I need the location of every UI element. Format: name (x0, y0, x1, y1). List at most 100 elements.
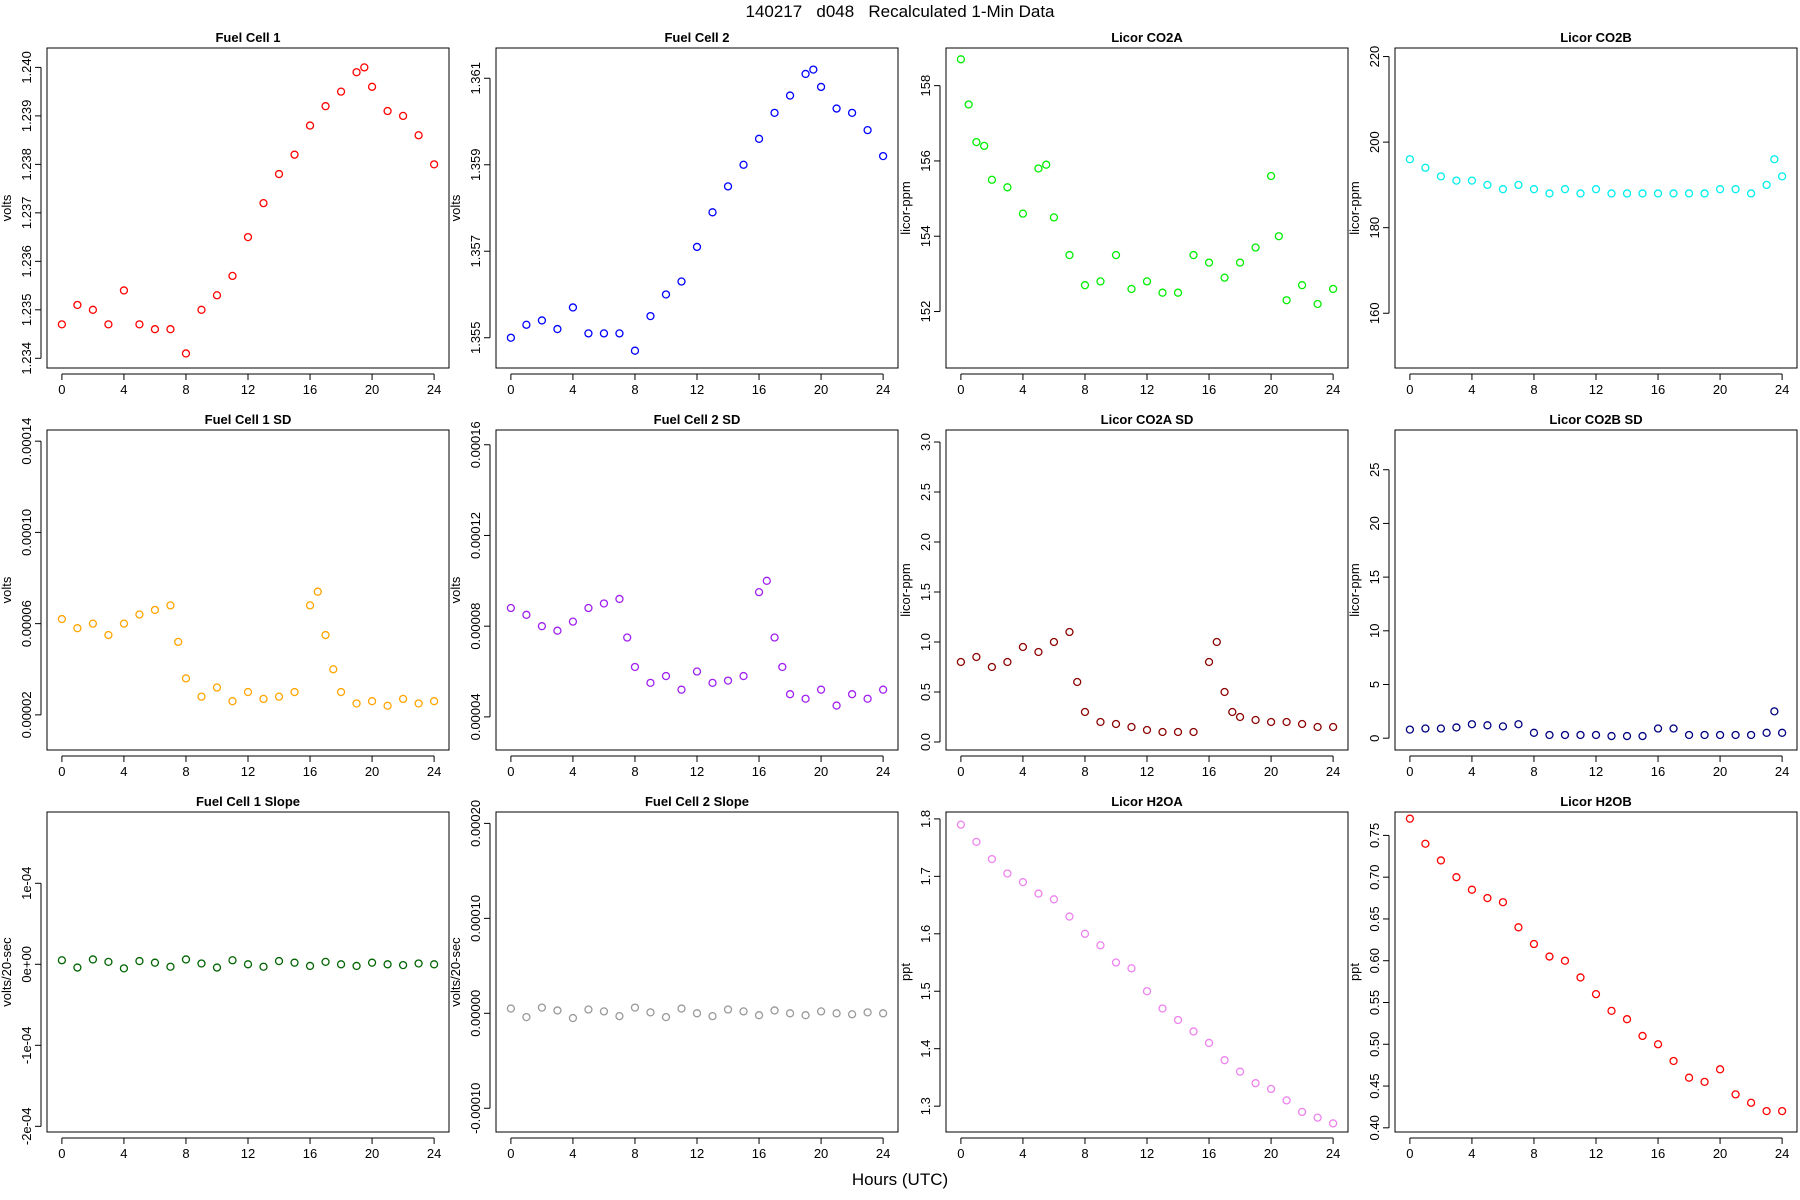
data-point (708, 1012, 717, 1021)
x-tick-label: 24 (427, 382, 441, 397)
data-point (506, 603, 516, 613)
data-point (259, 199, 268, 208)
data-point (150, 325, 160, 334)
y-tick-label: 1e-04 (19, 867, 34, 900)
data-point (972, 137, 981, 147)
data-point (1073, 677, 1082, 687)
x-tick-label: 24 (427, 1146, 441, 1161)
data-point (568, 617, 578, 626)
y-tick-label: 1.240 (19, 51, 34, 84)
y-tick-label: 1.5 (918, 583, 933, 601)
x-tick-label: 4 (569, 764, 576, 779)
data-point (1003, 183, 1012, 192)
y-tick-label: 1.238 (19, 148, 34, 181)
y-tick-label: 5 (1367, 681, 1382, 688)
x-tick-label: 20 (365, 764, 379, 779)
y-tick-label: 2.0 (918, 533, 933, 551)
y-tick-label: 0 (1367, 735, 1382, 742)
data-point (1560, 185, 1570, 194)
y-axis-label: volts/20-sec (0, 937, 14, 1007)
plot-frame (945, 47, 1349, 369)
data-point (1514, 180, 1523, 190)
data-point (816, 82, 826, 92)
plot-frame (1394, 811, 1798, 1133)
y-tick-label: 0.60 (1367, 948, 1382, 973)
panel-title: Fuel Cell 2 Slope (645, 794, 749, 809)
y-axis-label: licor-ppm (898, 563, 913, 616)
data-point (1328, 1119, 1338, 1128)
data-point (367, 697, 377, 706)
data-point (1529, 939, 1539, 949)
data-point (1018, 877, 1028, 887)
data-point (1003, 657, 1012, 667)
x-tick-label: 12 (690, 382, 704, 397)
data-point (1669, 189, 1678, 198)
data-point (1111, 958, 1121, 967)
data-point (956, 55, 966, 64)
x-tick-label: 12 (1140, 764, 1154, 779)
data-point (987, 854, 997, 864)
data-point (429, 697, 439, 706)
x-tick-label: 20 (1713, 1146, 1727, 1161)
data-point (972, 837, 981, 847)
data-point (1096, 277, 1105, 286)
panel: Licor CO2B SD 0 4 8 12 16 20 24 0 5 10 15 20 25 licor-… (1347, 412, 1798, 779)
data-point (1142, 987, 1152, 996)
data-point (723, 676, 733, 685)
data-point (321, 957, 330, 967)
y-tick-label: 0.00010 (468, 895, 483, 942)
data-point (1034, 647, 1043, 657)
panel: Fuel Cell 1 Slope 0 4 8 12 16 20 24 -2e-04 -1e-04… (0, 794, 450, 1161)
data-point (1049, 637, 1059, 647)
data-point (174, 637, 183, 647)
data-point (692, 242, 702, 252)
data-point (1282, 717, 1291, 727)
y-tick-label: 160 (1367, 302, 1382, 324)
data-point (212, 963, 222, 972)
y-tick-label: 0.65 (1367, 906, 1382, 931)
data-point (1297, 1107, 1307, 1117)
data-point (1204, 657, 1214, 667)
data-point (336, 960, 346, 969)
data-point (243, 960, 253, 969)
panel-title: Licor CO2B (1560, 30, 1632, 45)
plot-frame (945, 811, 1349, 1133)
data-point (1746, 1098, 1756, 1107)
data-point (290, 958, 299, 967)
y-axis-label: ppt (1347, 963, 1362, 981)
data-point (1266, 1084, 1276, 1094)
data-point (754, 1011, 764, 1020)
data-point (770, 1006, 779, 1015)
data-point (1251, 1079, 1260, 1088)
data-point (1158, 288, 1167, 297)
x-tick-label: 0 (507, 382, 514, 397)
x-tick-label: 20 (1713, 764, 1727, 779)
data-point (367, 958, 377, 967)
data-point (274, 692, 284, 701)
data-point (1514, 923, 1523, 932)
y-axis-label: volts (0, 576, 14, 603)
data-point (1576, 189, 1585, 198)
data-point (119, 286, 129, 295)
data-point (1452, 873, 1461, 882)
data-point (329, 665, 338, 674)
data-point (1777, 172, 1787, 181)
data-point (360, 63, 369, 72)
data-point (553, 324, 562, 334)
data-point (1715, 185, 1725, 194)
plot-frame (1394, 47, 1798, 369)
data-point (1127, 284, 1136, 294)
y-tick-label: 0.50 (1367, 1032, 1382, 1057)
data-point (1622, 189, 1632, 198)
x-tick-label: 12 (1589, 764, 1603, 779)
x-tick-label: 8 (1081, 1146, 1088, 1161)
panel: Fuel Cell 2 0 4 8 12 16 20 24 1.355 1.357 1.359 1.3… (448, 30, 899, 397)
data-point (398, 694, 408, 704)
data-point (1746, 730, 1756, 740)
data-point (1173, 288, 1183, 297)
y-axis-label: volts (448, 194, 463, 221)
data-point (367, 82, 377, 91)
x-tick-label: 8 (1081, 764, 1088, 779)
x-tick-label: 0 (957, 764, 964, 779)
